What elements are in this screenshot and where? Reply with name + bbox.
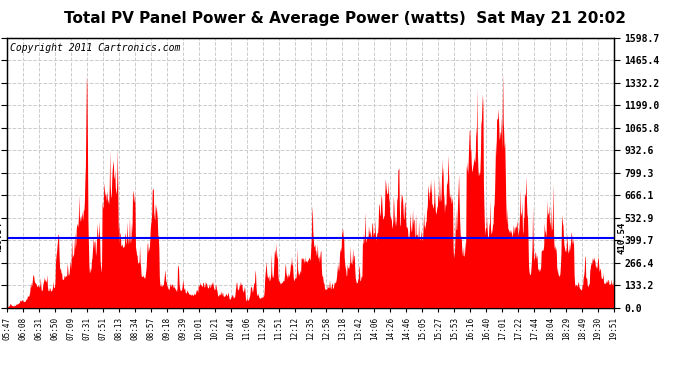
Text: Total PV Panel Power & Average Power (watts)  Sat May 21 20:02: Total PV Panel Power & Average Power (wa… xyxy=(64,11,626,26)
Text: 410.54: 410.54 xyxy=(617,222,626,254)
Text: Copyright 2011 Cartronics.com: Copyright 2011 Cartronics.com xyxy=(10,43,180,53)
Text: 410.54: 410.54 xyxy=(0,222,4,254)
